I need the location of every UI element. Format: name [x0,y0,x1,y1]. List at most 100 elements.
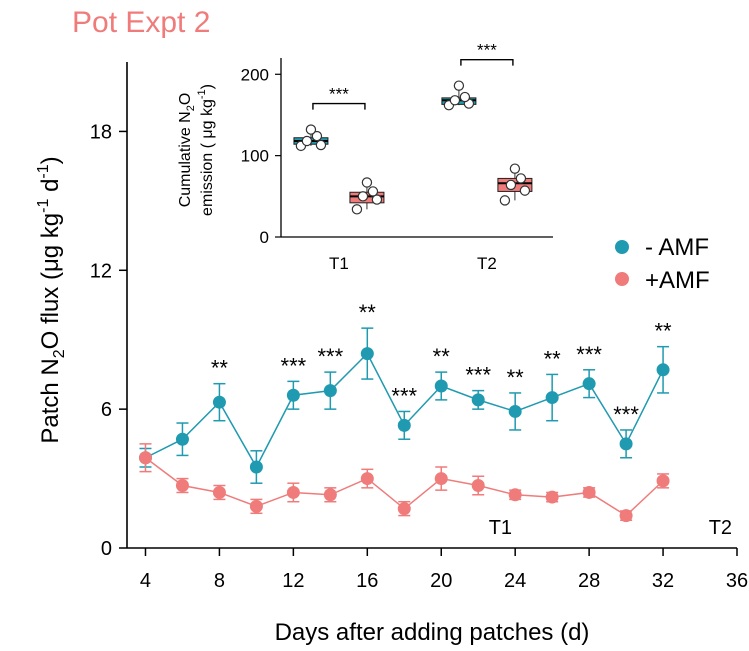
inset-x-tick-label: T1 [329,254,349,273]
inset-significance-label: *** [477,41,497,60]
legend-marker-minus-amf [615,240,629,254]
y-label-mid: O flux (μg kg [37,213,64,350]
data-point [545,391,559,405]
inset-data-point [449,95,461,106]
data-point [360,347,374,361]
legend-label-plus-amf: +AMF [645,267,710,294]
annotation-layer: T1 T2 [489,517,732,539]
significance-label: ** [211,356,229,381]
significance-label: *** [613,402,639,427]
legend: - AMF +AMF [615,234,710,294]
inset-y-label2-post: ) [199,84,216,89]
inset-y-ticks: 0 100 200 [241,65,281,247]
inset-data-point [351,204,363,215]
y-label-post: ) [37,156,64,164]
data-point [582,377,596,391]
significance-label: *** [465,363,491,388]
data-point [212,395,226,409]
inset-data-point [357,191,369,202]
y-tick-label: 18 [90,121,112,143]
inset-significance-label: *** [329,85,349,104]
data-point [619,437,633,451]
x-tick-label: 8 [214,570,225,592]
inset-y-label-sub: 2 [185,105,197,111]
data-point [249,499,263,513]
y-label-sub: 2 [51,349,68,358]
x-ticks: 4 8 12 16 20 24 28 32 36 [140,548,748,592]
significance-label: ** [654,319,672,344]
x-tick-label: 12 [282,570,304,592]
inset-y-label2-pre: emission ( μg kg [199,99,216,216]
inset-data-point [301,135,313,147]
inset-data-point [505,179,517,191]
x-tick-label: 4 [140,570,151,592]
y-tick-label: 6 [101,399,112,421]
inset-data-point [361,177,373,188]
y-ticks: 0 6 12 18 [90,121,127,560]
y-label-sup1: -1 [35,199,52,213]
inset-data-point [499,195,511,206]
significance-layer: ** *** ************* **** ******** [211,300,672,427]
x-tick-label: 28 [578,570,600,592]
data-point [249,460,263,474]
annotation-t2: T2 [709,517,732,539]
inset-y-tick-label: 200 [241,65,269,84]
data-point [397,418,411,432]
data-point [434,472,448,486]
data-point [397,502,411,516]
inset-y-label-line1: Cumulative N2O [177,93,197,208]
x-tick-label: 36 [726,570,748,592]
inset-data-point [519,185,531,196]
x-tick-label: 20 [430,570,452,592]
inset-significance-bracket [460,58,514,66]
inset-data-point [311,130,323,142]
data-point [582,485,596,499]
significance-label: *** [576,342,602,367]
series-layer [138,327,670,523]
data-point [471,479,485,493]
x-tick-label: 16 [356,570,378,592]
data-point [656,474,670,488]
inset-y-label-line2: emission ( μg kg-1) [196,84,216,216]
inset-significance: *** *** [312,41,514,110]
y-tick-label: 0 [101,538,112,560]
inset-chart: 0 100 200 T1 T2 *** *** Cumulative N2O emiss… [177,41,553,273]
inset-y-tick-label: 100 [241,147,269,166]
inset-x-ticks: T1 T2 [329,254,497,273]
x-tick-label: 32 [652,570,674,592]
data-point [656,363,670,377]
significance-label: ** [359,300,377,325]
inset-data-point [367,186,379,197]
y-axis-label: Patch N2O flux (μg kg-1 d-1) [35,156,68,443]
inset-y-label-pre: Cumulative N [177,111,194,207]
inset-boxes [293,80,533,215]
data-point [434,379,448,393]
data-point [471,393,485,407]
annotation-t1: T1 [489,517,512,539]
data-point [175,479,189,493]
data-point [508,404,522,418]
significance-label: ** [433,344,451,369]
legend-marker-plus-amf [615,272,629,286]
inset-data-point [315,139,327,151]
y-label-pre: Patch N [37,358,64,443]
inset-data-point [453,80,465,91]
y-tick-label: 12 [90,260,112,282]
data-point [138,451,152,465]
x-tick-label: 24 [504,570,526,592]
legend-label-minus-amf: - AMF [645,234,709,261]
inset-x-tick-label: T2 [477,254,497,273]
x-axis-label: Days after adding patches (d) [275,619,590,646]
significance-label: *** [317,344,343,369]
inset-data-point [371,194,383,205]
data-point [508,488,522,502]
data-point [545,490,559,504]
y-label-sup2: -1 [35,164,52,178]
data-point [286,388,300,402]
data-point [360,472,374,486]
inset-y-label-post: O [177,93,194,105]
data-point [175,432,189,446]
y-label-mid2: d [37,179,64,199]
